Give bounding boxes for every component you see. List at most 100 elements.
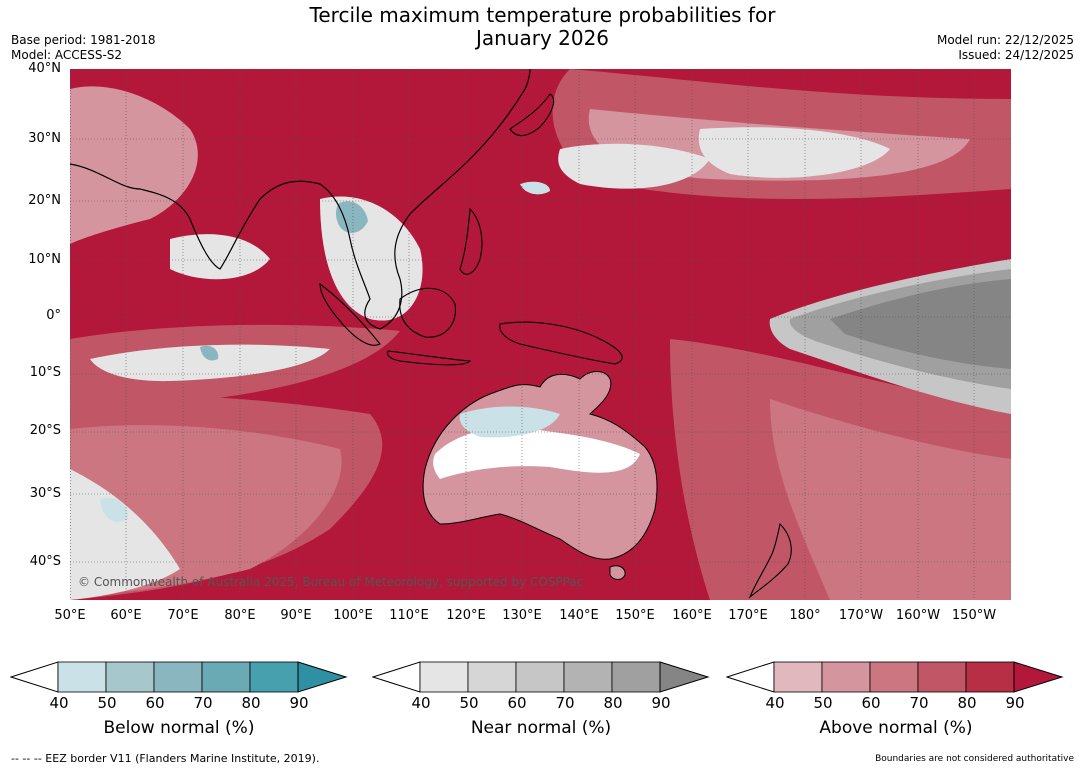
lon-label: 170°W	[838, 608, 884, 623]
above-normal-colorbar	[726, 661, 1064, 693]
model-name: Model: ACCESS-S2	[11, 48, 123, 62]
title-line-2: January 2026	[475, 26, 610, 50]
near-normal-segment	[611, 661, 661, 693]
above-normal-segment	[965, 661, 1015, 693]
near-tick: 60	[507, 694, 527, 712]
below-normal-label: Below normal (%)	[103, 718, 255, 738]
sumatra-outline	[319, 282, 381, 346]
below-tick: 80	[241, 694, 261, 712]
new-zealand-outline	[748, 522, 792, 599]
lon-label: 160°W	[895, 608, 941, 623]
below-normal-area	[335, 201, 368, 233]
near-normal-area	[558, 143, 710, 189]
near-normal-segment	[563, 661, 613, 693]
above-normal-segment	[869, 661, 919, 693]
below-normal-segment	[153, 661, 203, 693]
boundaries-note: Boundaries are not considered authoritat…	[875, 754, 1074, 764]
lat-label: 10°N	[28, 252, 61, 267]
map-title: Tercile maximum temperature probabilitie…	[0, 4, 1085, 50]
near-tick: 70	[555, 694, 575, 712]
near-tick: 40	[411, 694, 431, 712]
lon-label: 120°E	[446, 608, 486, 623]
asia-coastline	[70, 69, 531, 330]
above-normal-high-triangle	[1013, 661, 1064, 693]
near-normal-segment	[515, 661, 565, 693]
lat-label: 0°	[46, 308, 61, 323]
lon-label: 130°E	[502, 608, 542, 623]
lat-label: 30°N	[28, 131, 61, 146]
near-normal-label: Near normal (%)	[470, 718, 612, 738]
lon-label: 140°E	[559, 608, 599, 623]
below-normal-segment	[57, 661, 107, 693]
lon-label: 180°	[789, 608, 821, 623]
above-normal-band	[70, 86, 198, 244]
below-normal-segment	[249, 661, 299, 693]
lat-label: 40°S	[29, 554, 61, 569]
below-tick: 70	[193, 694, 213, 712]
lat-label: 30°S	[29, 486, 61, 501]
lon-label: 70°E	[167, 608, 199, 623]
above-tick: 60	[861, 694, 881, 712]
near-normal-area	[170, 234, 270, 280]
lon-label: 80°E	[224, 608, 256, 623]
near-normal-segment	[467, 661, 517, 693]
lon-label: 100°E	[333, 608, 373, 623]
lat-label: 40°N	[28, 61, 61, 76]
near-normal-high-triangle	[659, 661, 710, 693]
above-normal-label: Above normal (%)	[819, 718, 973, 738]
eez-note: -- -- -- EEZ border V11 (Flanders Marine…	[11, 752, 320, 765]
lat-label: 10°S	[29, 365, 61, 380]
above-normal-low-triangle	[726, 661, 775, 693]
near-normal-colorbar	[372, 661, 710, 693]
above-normal-segment	[917, 661, 967, 693]
java-outline	[386, 350, 472, 366]
tasmania	[609, 565, 626, 580]
below-normal-colorbar	[10, 661, 348, 693]
near-tick: 90	[651, 694, 671, 712]
below-normal-area	[520, 181, 550, 195]
below-tick: 40	[49, 694, 69, 712]
meta-right: Model run: 22/12/2025 Issued: 24/12/2025	[937, 33, 1074, 63]
lon-label: 150°W	[951, 608, 997, 623]
lon-label: 50°E	[54, 608, 86, 623]
above-normal-band	[770, 399, 1011, 600]
meta-left: Base period: 1981-2018 Model: ACCESS-S2	[11, 33, 156, 63]
near-normal-area	[698, 127, 890, 178]
above-tick: 80	[957, 694, 977, 712]
philippines-outline	[459, 207, 483, 275]
near-tick: 50	[459, 694, 479, 712]
lon-label: 170°E	[728, 608, 768, 623]
below-normal-high-triangle	[297, 661, 348, 693]
new-guinea-outline	[499, 321, 623, 365]
lon-label: 90°E	[280, 608, 312, 623]
australia-near-normal	[433, 427, 640, 479]
below-normal-low-triangle	[10, 661, 59, 693]
lon-label: 60°E	[110, 608, 142, 623]
above-tick: 90	[1005, 694, 1025, 712]
below-normal-segment	[105, 661, 155, 693]
title-line-1: Tercile maximum temperature probabilitie…	[309, 3, 776, 27]
below-tick: 60	[145, 694, 165, 712]
issued-date: Issued: 24/12/2025	[958, 48, 1074, 62]
above-tick: 40	[765, 694, 785, 712]
gridlines	[70, 69, 1011, 600]
below-normal-area	[200, 345, 219, 361]
below-tick: 90	[289, 694, 309, 712]
near-normal-area	[90, 344, 330, 382]
near-normal-area	[830, 279, 1011, 369]
above-normal-segment	[773, 661, 823, 693]
above-normal-segment	[821, 661, 871, 693]
near-tick: 80	[603, 694, 623, 712]
lon-label: 110°E	[389, 608, 429, 623]
below-normal-area	[100, 497, 129, 523]
probability-map: © Commonwealth of Australia 2025, Bureau…	[70, 69, 1011, 600]
japan-outline	[509, 93, 555, 137]
above-tick: 50	[813, 694, 833, 712]
lat-label: 20°N	[28, 193, 61, 208]
copyright-text: © Commonwealth of Australia 2025, Bureau…	[78, 575, 583, 589]
below-normal-segment	[201, 661, 251, 693]
near-normal-area	[70, 469, 180, 600]
lat-label: 20°S	[29, 423, 61, 438]
model-run: Model run: 22/12/2025	[936, 33, 1074, 47]
above-tick: 70	[909, 694, 929, 712]
